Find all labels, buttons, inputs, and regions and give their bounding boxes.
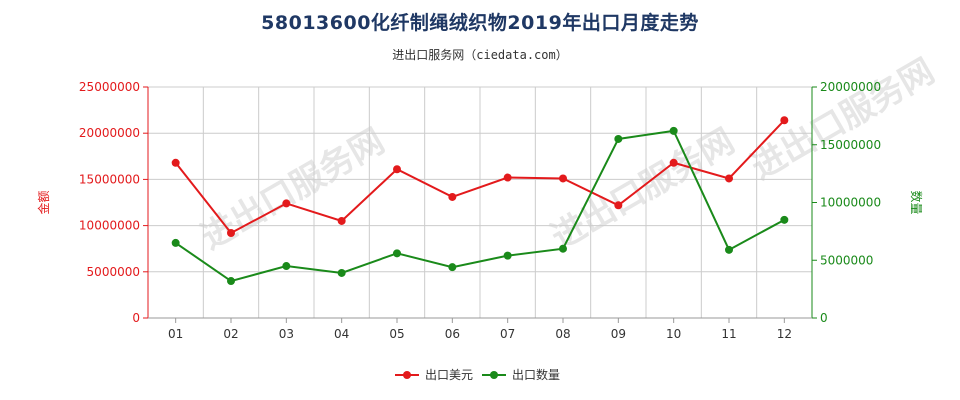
series-2-point[interactable] (725, 245, 733, 254)
series-2-point[interactable] (669, 126, 678, 135)
chart-subtitle: 进出口服务网（ciedata.com） (392, 48, 568, 62)
series-2-point[interactable] (337, 268, 346, 277)
x-tick-label: 01 (168, 327, 183, 341)
series-1-point[interactable] (559, 174, 567, 183)
series-2-point[interactable] (282, 262, 291, 271)
series-1-point[interactable] (725, 174, 733, 183)
series-2-point[interactable] (448, 263, 457, 272)
series-1-point[interactable] (337, 216, 346, 225)
chart-title: 58013600化纤制绳绒织物2019年出口月度走势 (261, 12, 699, 34)
series-1-point[interactable] (503, 173, 512, 182)
series-line-1 (174, 119, 786, 235)
watermark-text: 进出口服务网 (195, 121, 392, 258)
x-tick-label: 04 (334, 327, 349, 341)
x-tick-label: 10 (666, 327, 681, 341)
y-right-tick-label: 20000000 (820, 80, 881, 94)
y-left-tick-label: 15000000 (79, 172, 140, 186)
series-1-point[interactable] (448, 192, 457, 201)
series-1-point[interactable] (282, 199, 291, 208)
x-tick-label: 05 (389, 327, 404, 341)
legend-marker-1 (403, 371, 411, 379)
legend-label-1: 出口美元 (425, 368, 473, 382)
watermark-text: 进出口服务网 (745, 51, 942, 188)
series-2-point[interactable] (780, 215, 789, 224)
y-left-tick-label: 0 (132, 311, 140, 325)
series-2-point[interactable] (227, 277, 235, 286)
series-1-point[interactable] (393, 165, 401, 174)
y-left-tick-label: 5000000 (87, 265, 140, 279)
x-tick-label: 12 (777, 327, 792, 341)
series-2-point[interactable] (503, 251, 512, 260)
legend-marker-2 (490, 371, 498, 379)
series-1-point[interactable] (780, 116, 789, 125)
y-left-tick-label: 20000000 (79, 126, 140, 140)
y-right-axis-title: 数量 (909, 190, 924, 214)
x-tick-label: 09 (611, 327, 626, 341)
series-1-point[interactable] (614, 201, 623, 210)
x-tick-label: 06 (445, 327, 460, 341)
legend-label-2: 出口数量 (512, 367, 560, 382)
series-2-point[interactable] (614, 134, 623, 143)
watermark-text: 进出口服务网 (545, 121, 742, 258)
x-tick-label: 11 (721, 327, 736, 341)
y-right-tick-label: 0 (820, 311, 828, 325)
y-right-tick-label: 10000000 (820, 196, 881, 210)
y-left-tick-label: 10000000 (79, 219, 140, 233)
series-2-point[interactable] (393, 249, 401, 258)
y-left-tick-label: 25000000 (79, 80, 140, 94)
series-1-point[interactable] (669, 158, 678, 167)
x-tick-label: 03 (279, 327, 294, 341)
x-tick-label: 07 (500, 327, 515, 341)
series-1-point[interactable] (227, 228, 235, 237)
series-line-2 (175, 129, 785, 283)
x-tick-label: 08 (555, 327, 570, 341)
y-right-tick-label: 15000000 (820, 138, 881, 152)
y-left-axis-title: 金额 (36, 190, 51, 214)
x-tick-label: 02 (223, 327, 238, 341)
series-2-point[interactable] (171, 238, 180, 247)
series-1-point[interactable] (171, 158, 180, 167)
y-right-tick-label: 5000000 (820, 253, 873, 267)
series-2-point[interactable] (559, 244, 567, 253)
